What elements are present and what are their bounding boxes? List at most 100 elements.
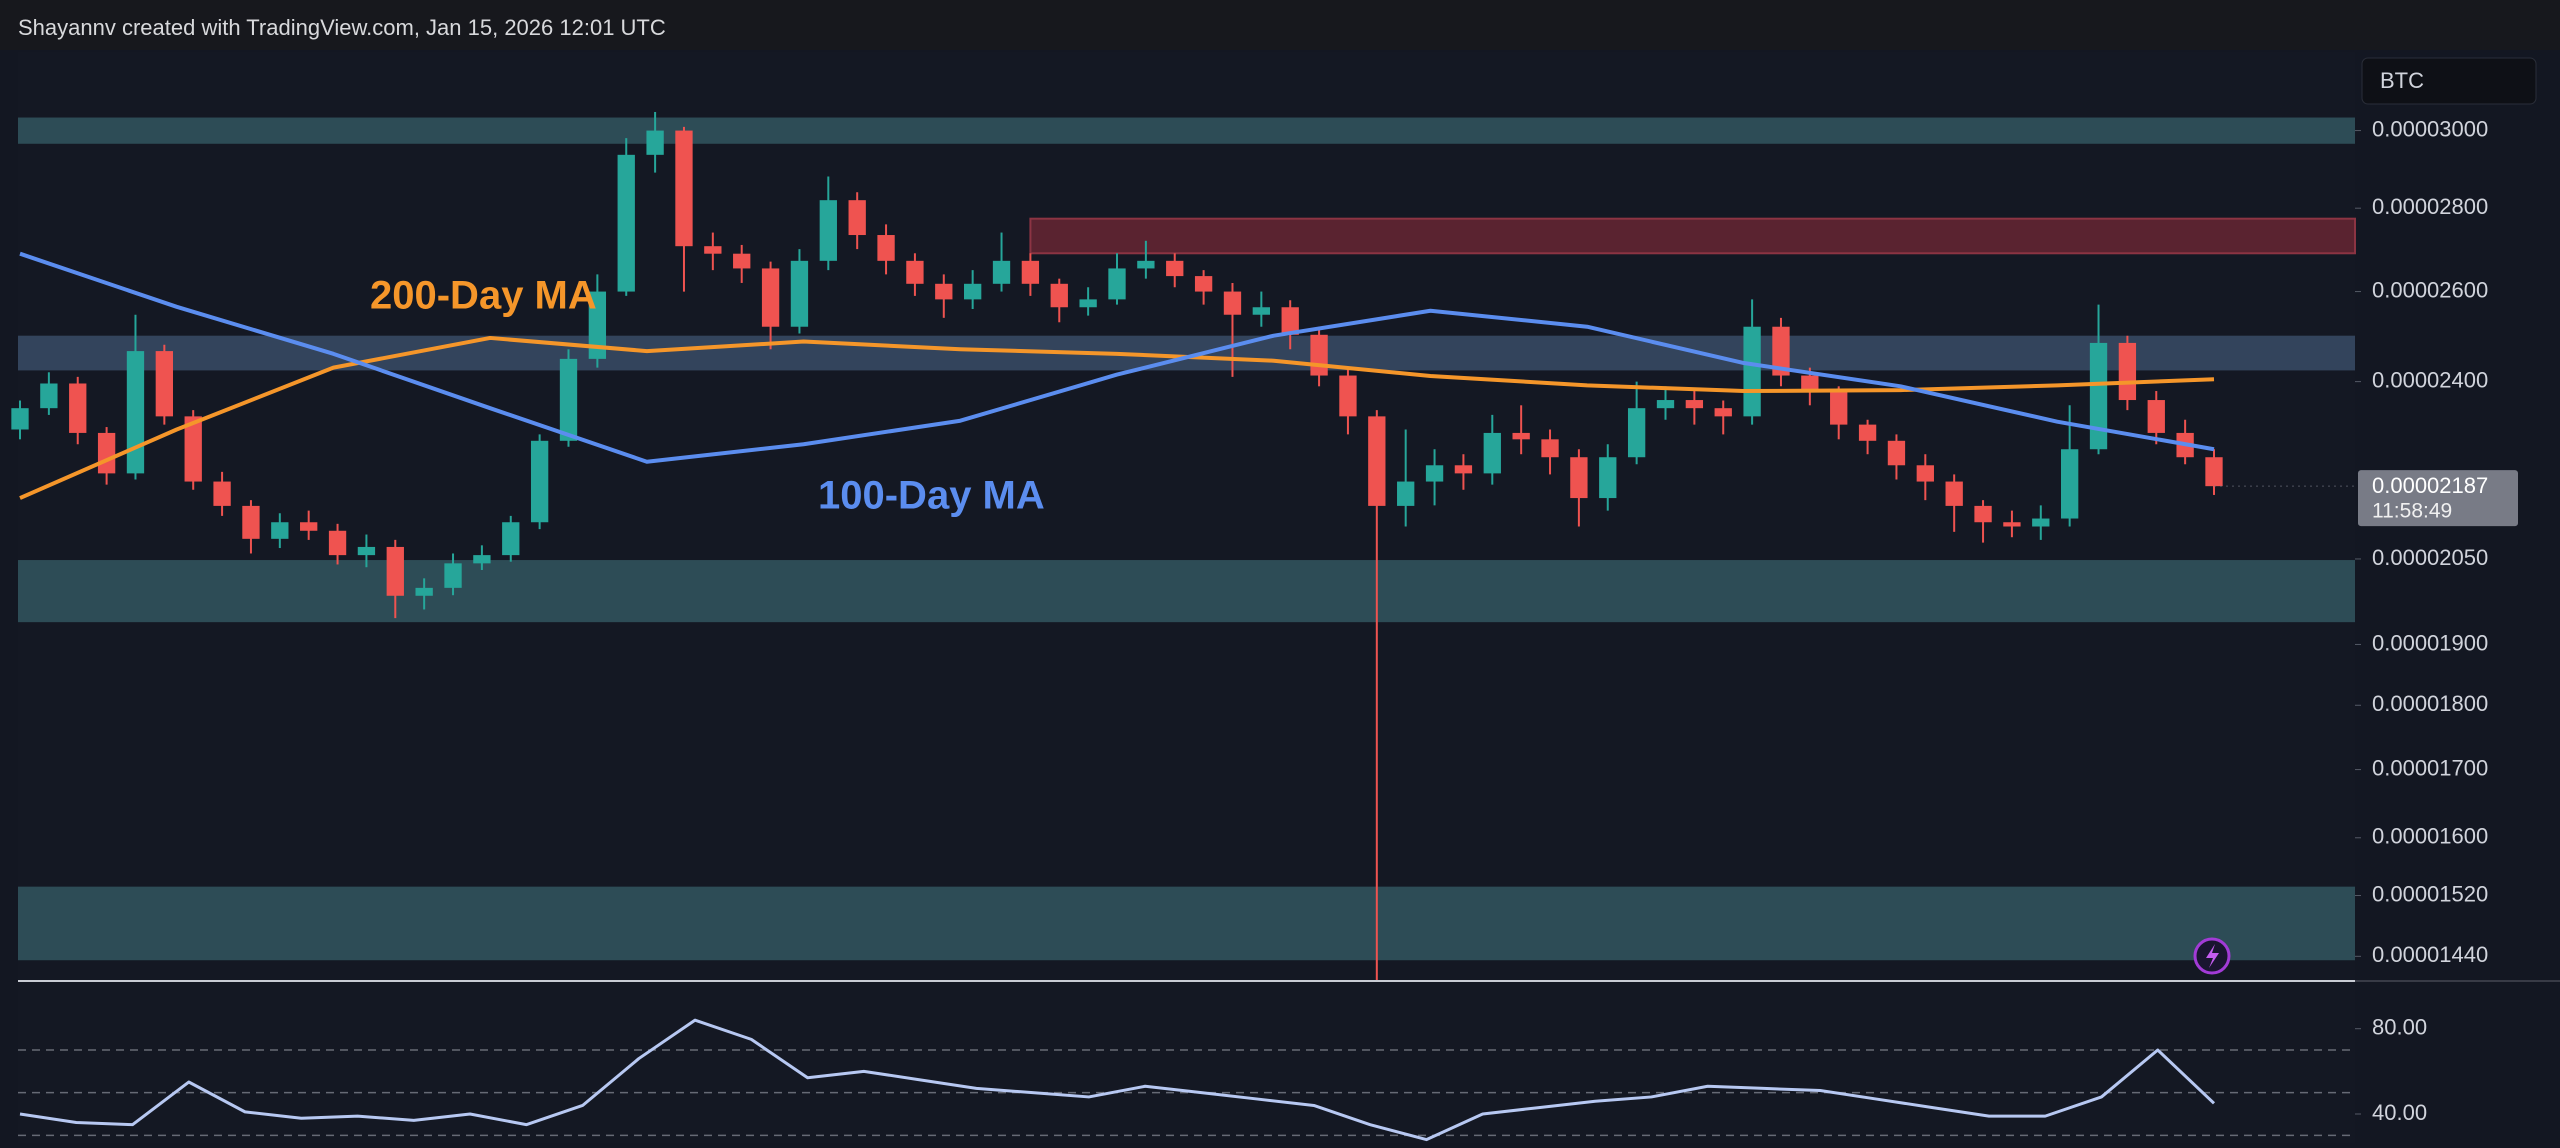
header-bar bbox=[0, 0, 2560, 50]
price-tag-box bbox=[2358, 470, 2518, 527]
moving-average-line bbox=[19, 251, 2215, 464]
y-tick-label: 0.00001440 bbox=[2372, 942, 2488, 967]
candle-body bbox=[1858, 424, 1877, 441]
candle-body bbox=[2118, 342, 2137, 401]
candle-body bbox=[790, 260, 809, 327]
candle-body bbox=[1974, 505, 1992, 523]
candle-body bbox=[2205, 457, 2223, 487]
candle-body bbox=[963, 283, 982, 300]
candle-body bbox=[271, 522, 289, 539]
currency-box bbox=[2361, 57, 2537, 105]
y-tick-label: 0.00001600 bbox=[2372, 824, 2488, 849]
candle-body bbox=[877, 235, 895, 261]
candle-body bbox=[97, 432, 116, 474]
y-tick-label: 0.00002400 bbox=[2372, 367, 2488, 392]
zone bbox=[18, 886, 2355, 961]
candle-body bbox=[1454, 465, 1473, 474]
zone bbox=[1029, 217, 2356, 255]
candle-body bbox=[1310, 334, 1328, 376]
candle-body bbox=[126, 351, 145, 474]
candle-body bbox=[242, 505, 260, 539]
candle-body bbox=[1945, 481, 1963, 506]
y-tick-label: 0.00001700 bbox=[2372, 755, 2488, 780]
candle-body bbox=[1223, 291, 1242, 315]
candle-body bbox=[1656, 400, 1675, 409]
currency-label: BTC bbox=[2380, 68, 2424, 93]
candle-body bbox=[1281, 307, 1299, 335]
candle-body bbox=[1685, 400, 1704, 409]
candle-body bbox=[40, 383, 58, 409]
rsi-y-tick-label: 80.00 bbox=[2372, 1015, 2427, 1040]
candle-body bbox=[1339, 375, 1357, 417]
candle-body bbox=[675, 130, 693, 247]
candle-body bbox=[935, 283, 953, 300]
candle-body bbox=[300, 522, 318, 531]
candle-body bbox=[1166, 260, 1184, 277]
candle-body bbox=[704, 246, 722, 254]
moving-average-label: 100-Day MA bbox=[818, 474, 1045, 518]
lightning-icon bbox=[2193, 937, 2231, 975]
candle-body bbox=[386, 546, 404, 596]
candle-body bbox=[1599, 457, 1617, 499]
candle-body bbox=[1887, 440, 1906, 466]
price-tag-countdown: 11:58:49 bbox=[2372, 500, 2452, 523]
rsi-line bbox=[19, 1018, 2216, 1142]
candle-body bbox=[848, 200, 866, 236]
candle-body bbox=[617, 154, 635, 292]
candle-body bbox=[1137, 260, 1155, 269]
y-tick-label: 0.00001800 bbox=[2372, 691, 2488, 716]
rsi-pane bbox=[18, 982, 2355, 1143]
candle-body bbox=[1050, 283, 1068, 308]
main-pane bbox=[18, 52, 2355, 980]
candle-body bbox=[1830, 391, 1848, 425]
candle-body bbox=[530, 440, 549, 523]
candle-body bbox=[1108, 268, 1126, 300]
candle-body bbox=[69, 383, 87, 433]
candle-body bbox=[733, 253, 751, 269]
candle-body bbox=[328, 530, 347, 556]
candle-body bbox=[1397, 481, 1415, 506]
zone bbox=[18, 560, 2355, 623]
icon-bolt bbox=[2206, 944, 2219, 968]
candle-body bbox=[1252, 307, 1271, 315]
y-tick-label: 0.00001900 bbox=[2372, 630, 2488, 655]
candle-body bbox=[357, 546, 376, 556]
moving-average-line bbox=[19, 335, 2215, 500]
candle-body bbox=[1425, 465, 1444, 482]
header-text: Shayannv created with TradingView.com, J… bbox=[18, 15, 666, 40]
candle-body bbox=[1570, 457, 1588, 499]
candle-body bbox=[2032, 518, 2050, 527]
candle-body bbox=[184, 416, 202, 482]
candle-body bbox=[444, 563, 462, 588]
candle-body bbox=[1079, 299, 1097, 308]
y-tick-label: 0.00003000 bbox=[2372, 116, 2488, 141]
rsi-y-tick-label: 40.00 bbox=[2372, 1100, 2427, 1125]
candle-body bbox=[2003, 522, 2021, 527]
zone bbox=[18, 117, 2355, 144]
candle-body bbox=[2089, 342, 2108, 450]
candle-body bbox=[1743, 326, 1761, 417]
candle-body bbox=[1368, 416, 1386, 506]
candle-body bbox=[1483, 432, 1501, 474]
candle-body bbox=[588, 291, 607, 359]
candle-body bbox=[906, 260, 924, 284]
candle-body bbox=[992, 260, 1011, 284]
candle-body bbox=[1512, 432, 1530, 440]
y-tick-label: 0.00002800 bbox=[2372, 194, 2488, 219]
candle-body bbox=[646, 130, 664, 155]
y-tick-label: 0.00002600 bbox=[2372, 277, 2488, 302]
moving-average-label: 200-Day MA bbox=[370, 274, 597, 318]
candle-body bbox=[1194, 276, 1213, 292]
candle-body bbox=[1627, 408, 1646, 458]
plot-layer: 0.00003000 0.00002800 0.00002600 0.00002400… bbox=[11, 111, 2518, 1142]
candle-body bbox=[761, 268, 780, 327]
candle-body bbox=[502, 522, 520, 556]
candle-body bbox=[11, 408, 29, 430]
candle-body bbox=[819, 200, 837, 261]
candle-body bbox=[1021, 260, 1040, 284]
y-tick-label: 0.00002050 bbox=[2372, 545, 2488, 570]
candle-body bbox=[1801, 375, 1819, 392]
candle-body bbox=[1772, 326, 1790, 376]
candle-body bbox=[559, 358, 578, 441]
